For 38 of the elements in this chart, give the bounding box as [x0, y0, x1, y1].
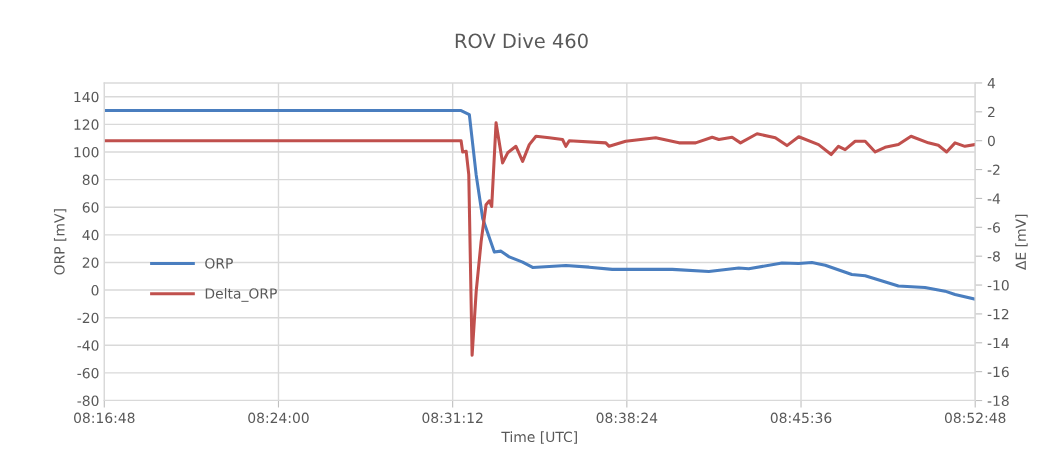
x-tick-label: 08:24:00: [248, 412, 309, 424]
y-tick-label: 40: [82, 229, 99, 241]
y2-tick-label: -18: [987, 395, 1009, 406]
y2-tick-label: -16: [987, 366, 1009, 378]
y2-tick-label: -4: [987, 193, 1001, 204]
x-tick-label: 08:16:48: [74, 412, 135, 424]
y2-tick-label: -2: [987, 164, 1000, 175]
x-tick-label: 08:52:48: [944, 412, 1006, 424]
y-tick-label: -60: [77, 367, 99, 379]
y2-tick-label: 0: [987, 135, 995, 147]
y-tick-label: -80: [77, 395, 99, 406]
chart-title: ROV Dive 460: [455, 33, 588, 49]
y2-tick-label: -6: [987, 222, 1000, 233]
y-tick-label: 140: [74, 91, 99, 103]
line-series: [104, 109, 976, 301]
y-tick-label: 100: [74, 146, 99, 158]
y2-tick-label: -8: [987, 251, 1000, 262]
y2-tick-label: 4: [987, 78, 996, 89]
y2-tick-label: -10: [987, 280, 1009, 291]
x-tick-label: 08:38:24: [596, 412, 658, 424]
y-tick-label: -20: [77, 312, 99, 324]
y-tick-label: 0: [91, 285, 99, 296]
y2-tick-label: 2: [988, 106, 995, 118]
y2-axis-title: ΔE [mV]: [1015, 214, 1028, 270]
y-tick-label: 80: [82, 174, 99, 186]
y-tick-label: 60: [82, 202, 99, 213]
y2-tick-label: -14: [987, 337, 1009, 349]
legend-label: ORP: [205, 258, 233, 269]
x-tick-label: 08:45:36: [770, 412, 832, 424]
y2-tick-label: -12: [987, 308, 1009, 320]
y-tick-label: -40: [77, 340, 99, 351]
x-tick-label: 08:31:12: [422, 412, 483, 424]
line-series: [104, 121, 976, 357]
y-axis-title: ORP [mV]: [53, 209, 67, 275]
y-tick-label: 20: [82, 257, 99, 268]
legend-label: Delta_ORP: [205, 287, 277, 302]
y-tick-label: 120: [74, 119, 99, 130]
x-axis-title: Time [UTC]: [501, 431, 577, 444]
